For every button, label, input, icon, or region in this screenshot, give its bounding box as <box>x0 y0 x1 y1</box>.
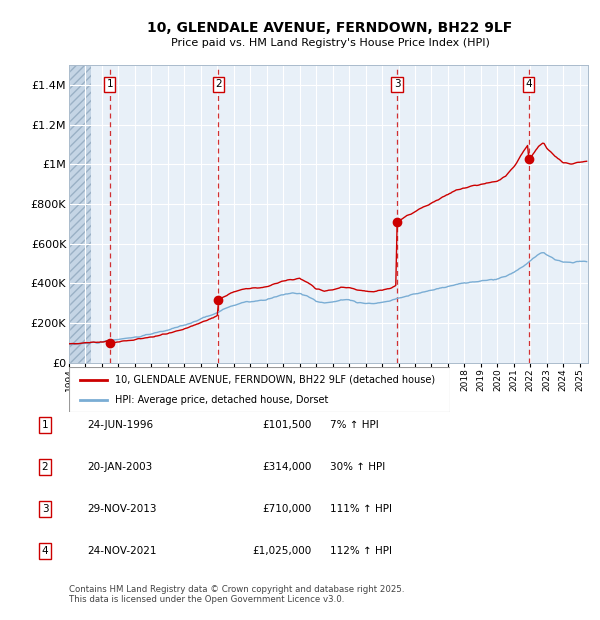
Text: Contains HM Land Registry data © Crown copyright and database right 2025.
This d: Contains HM Land Registry data © Crown c… <box>69 585 404 604</box>
Text: 112% ↑ HPI: 112% ↑ HPI <box>330 546 392 556</box>
Text: £101,500: £101,500 <box>263 420 312 430</box>
Text: 3: 3 <box>41 504 49 514</box>
Text: 24-NOV-2021: 24-NOV-2021 <box>87 546 157 556</box>
Text: £314,000: £314,000 <box>263 462 312 472</box>
Bar <box>69 65 91 363</box>
Text: 4: 4 <box>526 79 532 89</box>
Text: 30% ↑ HPI: 30% ↑ HPI <box>330 462 385 472</box>
Text: 4: 4 <box>41 546 49 556</box>
Text: 111% ↑ HPI: 111% ↑ HPI <box>330 504 392 514</box>
Text: 24-JUN-1996: 24-JUN-1996 <box>87 420 153 430</box>
Text: 3: 3 <box>394 79 400 89</box>
Text: 10, GLENDALE AVENUE, FERNDOWN, BH22 9LF: 10, GLENDALE AVENUE, FERNDOWN, BH22 9LF <box>148 21 512 35</box>
Text: £710,000: £710,000 <box>263 504 312 514</box>
Text: 1: 1 <box>106 79 113 89</box>
Text: HPI: Average price, detached house, Dorset: HPI: Average price, detached house, Dors… <box>115 394 328 405</box>
FancyBboxPatch shape <box>69 367 450 412</box>
Text: 29-NOV-2013: 29-NOV-2013 <box>87 504 157 514</box>
Text: 2: 2 <box>41 462 49 472</box>
Text: 2: 2 <box>215 79 221 89</box>
Text: 10, GLENDALE AVENUE, FERNDOWN, BH22 9LF (detached house): 10, GLENDALE AVENUE, FERNDOWN, BH22 9LF … <box>115 374 435 385</box>
Text: 1: 1 <box>41 420 49 430</box>
Text: Price paid vs. HM Land Registry's House Price Index (HPI): Price paid vs. HM Land Registry's House … <box>170 38 490 48</box>
Text: 7% ↑ HPI: 7% ↑ HPI <box>330 420 379 430</box>
Text: £1,025,000: £1,025,000 <box>253 546 312 556</box>
Text: 20-JAN-2003: 20-JAN-2003 <box>87 462 152 472</box>
